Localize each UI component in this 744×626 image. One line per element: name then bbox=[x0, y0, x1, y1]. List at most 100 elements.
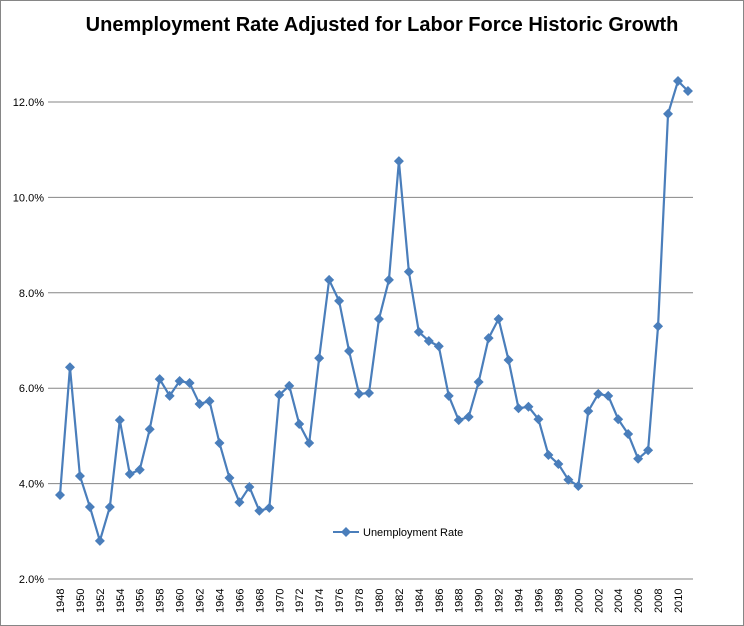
x-tick-label: 1990 bbox=[474, 589, 486, 613]
data-point bbox=[354, 388, 365, 399]
data-point bbox=[84, 501, 95, 512]
data-point bbox=[423, 335, 434, 346]
x-tick-label: 1976 bbox=[334, 589, 346, 613]
x-tick-label: 1978 bbox=[354, 589, 366, 613]
data-point bbox=[344, 345, 355, 356]
data-point bbox=[633, 453, 644, 464]
data-point bbox=[603, 390, 614, 401]
data-point bbox=[403, 266, 414, 277]
chart-title: Unemployment Rate Adjusted for Labor For… bbox=[86, 14, 679, 36]
data-point bbox=[503, 355, 514, 366]
data-point bbox=[214, 438, 225, 449]
x-tick-label: 1994 bbox=[514, 589, 526, 613]
data-point bbox=[653, 321, 664, 332]
x-tick-label: 1962 bbox=[195, 589, 207, 613]
data-point bbox=[74, 470, 85, 481]
data-point bbox=[164, 390, 175, 401]
data-point bbox=[104, 501, 115, 512]
x-tick-label: 1982 bbox=[394, 589, 406, 613]
data-point bbox=[682, 86, 693, 97]
data-point bbox=[373, 314, 384, 325]
data-point bbox=[264, 502, 275, 513]
data-point bbox=[483, 333, 494, 344]
y-tick-label: 6.0% bbox=[19, 383, 44, 395]
data-point bbox=[533, 414, 544, 425]
data-point bbox=[55, 490, 65, 501]
data-point bbox=[134, 464, 145, 475]
data-point bbox=[64, 362, 75, 373]
legend: Unemployment Rate bbox=[333, 527, 463, 539]
x-tick-label: 1970 bbox=[274, 589, 286, 613]
data-point bbox=[274, 389, 285, 400]
data-point bbox=[553, 459, 564, 470]
data-point bbox=[194, 398, 205, 409]
x-tick-label: 2010 bbox=[673, 589, 685, 613]
data-point bbox=[413, 326, 424, 337]
x-tick-label: 2008 bbox=[653, 589, 665, 613]
data-point bbox=[383, 274, 394, 285]
data-point bbox=[493, 314, 504, 325]
data-point bbox=[294, 418, 305, 429]
data-point bbox=[513, 403, 524, 414]
y-tick-label: 2.0% bbox=[19, 574, 44, 586]
data-point bbox=[663, 108, 674, 119]
data-point bbox=[334, 295, 345, 306]
data-point bbox=[543, 449, 554, 460]
x-tick-label: 1992 bbox=[494, 589, 506, 613]
data-point bbox=[124, 469, 135, 480]
x-tick-label: 1958 bbox=[155, 589, 167, 613]
x-tick-label: 1974 bbox=[314, 589, 326, 613]
x-tick-label: 1986 bbox=[434, 589, 446, 613]
data-point bbox=[453, 415, 464, 426]
data-point bbox=[114, 415, 125, 426]
x-tick-label: 1960 bbox=[175, 589, 187, 613]
x-tick-label: 1966 bbox=[234, 589, 246, 613]
x-tick-label: 1980 bbox=[374, 589, 386, 613]
data-point bbox=[154, 374, 165, 385]
data-point bbox=[304, 438, 315, 449]
legend-marker bbox=[341, 527, 351, 537]
data-point bbox=[443, 390, 454, 401]
y-tick-label: 8.0% bbox=[19, 288, 44, 300]
data-point bbox=[364, 387, 374, 398]
data-point bbox=[314, 353, 325, 364]
data-point bbox=[433, 341, 444, 352]
data-point bbox=[563, 474, 574, 485]
data-point bbox=[174, 376, 185, 387]
legend-label: Unemployment Rate bbox=[363, 527, 463, 539]
x-tick-label: 1998 bbox=[553, 589, 565, 613]
data-point bbox=[184, 377, 195, 388]
y-tick-label: 12.0% bbox=[13, 97, 44, 109]
data-point bbox=[144, 424, 155, 435]
x-tick-label: 1954 bbox=[115, 589, 127, 613]
x-tick-label: 1950 bbox=[75, 589, 87, 613]
data-point bbox=[613, 414, 624, 425]
x-tick-label: 1988 bbox=[454, 589, 466, 613]
x-tick-label: 2004 bbox=[613, 589, 625, 613]
x-tick-label: 1948 bbox=[55, 589, 67, 613]
data-point bbox=[94, 535, 105, 546]
data-point bbox=[673, 76, 683, 87]
data-point bbox=[324, 274, 335, 285]
data-point bbox=[593, 388, 604, 399]
data-point bbox=[244, 481, 255, 492]
x-tick-label: 1984 bbox=[414, 589, 426, 613]
data-point bbox=[284, 380, 295, 391]
y-tick-label: 4.0% bbox=[19, 479, 44, 491]
data-point bbox=[573, 480, 584, 491]
data-point bbox=[393, 156, 404, 167]
y-tick-label: 10.0% bbox=[13, 192, 44, 204]
x-tick-label: 1968 bbox=[254, 589, 266, 613]
data-point bbox=[254, 505, 265, 516]
data-point bbox=[473, 376, 484, 387]
data-point bbox=[643, 445, 654, 456]
data-point bbox=[623, 428, 634, 439]
data-point bbox=[204, 396, 215, 407]
data-point bbox=[463, 411, 474, 422]
data-point bbox=[583, 406, 594, 417]
x-tick-label: 2000 bbox=[573, 589, 585, 613]
x-tick-label: 1956 bbox=[135, 589, 147, 613]
x-tick-label: 1952 bbox=[95, 589, 107, 613]
x-tick-label: 1964 bbox=[214, 589, 226, 613]
